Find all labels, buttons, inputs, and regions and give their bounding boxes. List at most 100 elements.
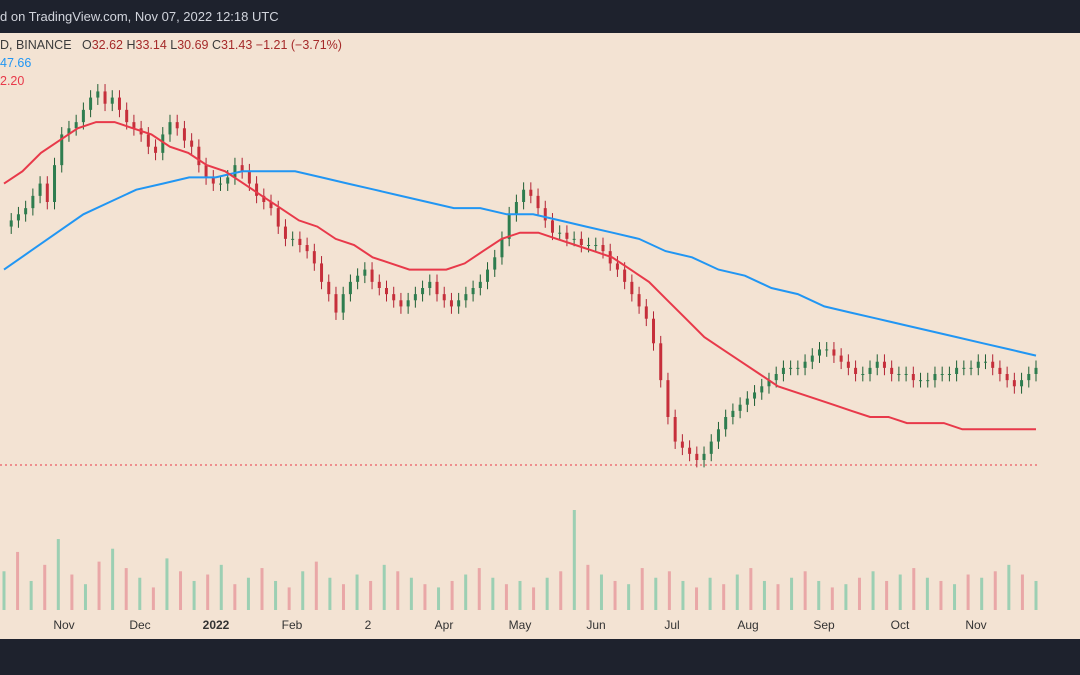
- candle-body: [594, 245, 598, 246]
- candle-body: [486, 269, 490, 282]
- x-tick-label: Feb: [282, 618, 303, 632]
- candle-body: [60, 134, 64, 166]
- volume-bar: [885, 580, 889, 610]
- candle-body: [796, 367, 800, 369]
- candle-body: [240, 165, 244, 172]
- candle-body: [644, 306, 648, 319]
- candle-body: [233, 165, 237, 178]
- candle-body: [731, 410, 735, 417]
- candle-body: [399, 300, 403, 307]
- volume-bar: [219, 564, 223, 610]
- candle-body: [637, 294, 641, 307]
- candle-body: [911, 374, 915, 381]
- volume-bar: [681, 580, 685, 610]
- price-chart[interactable]: Nov Dec 2022 Feb 2 Apr May Jun Jul Aug Sep Oct Nov: [0, 33, 1080, 639]
- legend-symbol: D, BINANCE: [0, 38, 72, 52]
- volume-bar: [83, 584, 87, 610]
- candle-body: [262, 195, 266, 202]
- candle-body: [666, 380, 670, 417]
- volume-bar: [980, 577, 984, 610]
- candle-body: [449, 300, 453, 307]
- candle-body: [522, 189, 526, 202]
- x-tick-label: Oct: [891, 618, 910, 632]
- candle-body: [983, 361, 987, 363]
- candle-body: [623, 269, 627, 282]
- candle-body: [919, 380, 923, 382]
- volume-bar: [151, 587, 155, 610]
- x-tick-label: Jun: [586, 618, 605, 632]
- candle-body: [471, 288, 475, 295]
- candle-body: [702, 453, 706, 460]
- x-tick-label: Nov: [965, 618, 986, 632]
- volume-bar: [817, 580, 821, 610]
- candle-body: [421, 288, 425, 295]
- volume-bar: [409, 577, 413, 610]
- top-bar: d on TradingView.com, Nov 07, 2022 12:18…: [0, 0, 1080, 33]
- candle-body: [1027, 374, 1031, 381]
- volume-bar: [2, 571, 6, 610]
- candle-body: [904, 374, 908, 375]
- candle-body: [384, 288, 388, 295]
- volume-bar: [708, 577, 712, 610]
- volume-bar: [925, 577, 929, 610]
- chart-area[interactable]: Nov Dec 2022 Feb 2 Apr May Jun Jul Aug Sep Oct Nov: [0, 33, 1080, 639]
- volume-bars: [2, 510, 1038, 610]
- published-label: d on TradingView.com, Nov 07, 2022 12:18…: [0, 9, 279, 24]
- candle-body: [117, 97, 121, 110]
- legend-high: 33.14: [135, 38, 167, 52]
- volume-bar: [966, 574, 970, 610]
- legend-close-label: C: [211, 38, 222, 52]
- volume-bar: [599, 574, 603, 610]
- candle-body: [89, 97, 93, 110]
- candle-body: [31, 195, 35, 209]
- candle-body: [493, 257, 497, 270]
- candle-body: [226, 177, 230, 184]
- volume-bar: [464, 574, 468, 610]
- candle-body: [154, 146, 158, 153]
- candle-body: [1034, 367, 1038, 374]
- volume-bar: [70, 574, 74, 610]
- candle-body: [161, 134, 165, 153]
- volume-bar: [559, 571, 563, 610]
- x-tick-label: Apr: [435, 618, 454, 632]
- legend: D, BINANCE O32.62 H33.14 L30.69 C31.43 −…: [0, 36, 342, 90]
- candle-body: [940, 374, 944, 375]
- candle-body: [550, 220, 554, 233]
- x-axis: Nov Dec 2022 Feb 2 Apr May Jun Jul Aug Sep Oct Nov: [53, 618, 986, 632]
- candle-body: [67, 128, 71, 135]
- candle-body: [305, 245, 309, 252]
- candle-body: [413, 294, 417, 301]
- volume-bar: [532, 587, 536, 610]
- volume-bar: [857, 577, 861, 610]
- candle-body: [529, 189, 533, 196]
- candle-body: [204, 165, 208, 178]
- candle-body: [998, 367, 1002, 374]
- candle-body: [868, 367, 872, 374]
- volume-bar: [260, 568, 264, 610]
- volume-bar: [518, 580, 522, 610]
- candle-body: [363, 269, 367, 276]
- volume-bar: [233, 584, 237, 610]
- candle-body: [334, 294, 338, 313]
- volume-bar: [504, 584, 508, 610]
- candle-body: [781, 367, 785, 374]
- candle-body: [283, 226, 287, 239]
- candle-body: [991, 361, 995, 368]
- candle-body: [839, 355, 843, 362]
- volume-bar: [939, 580, 943, 610]
- volume-bar: [274, 580, 278, 610]
- x-tick-label: Dec: [129, 618, 150, 632]
- candle-body: [926, 380, 930, 382]
- candle-body: [74, 122, 78, 129]
- candle-body: [890, 367, 894, 374]
- candle-body: [825, 349, 829, 351]
- candle-body: [854, 367, 858, 374]
- candle-body: [291, 238, 295, 240]
- volume-bar: [749, 568, 753, 610]
- candle-body: [175, 122, 179, 129]
- candle-body: [724, 417, 728, 430]
- candle-body: [312, 251, 316, 264]
- x-tick-label: 2: [365, 618, 372, 632]
- volume-bar: [138, 577, 142, 610]
- candle-body: [760, 386, 764, 393]
